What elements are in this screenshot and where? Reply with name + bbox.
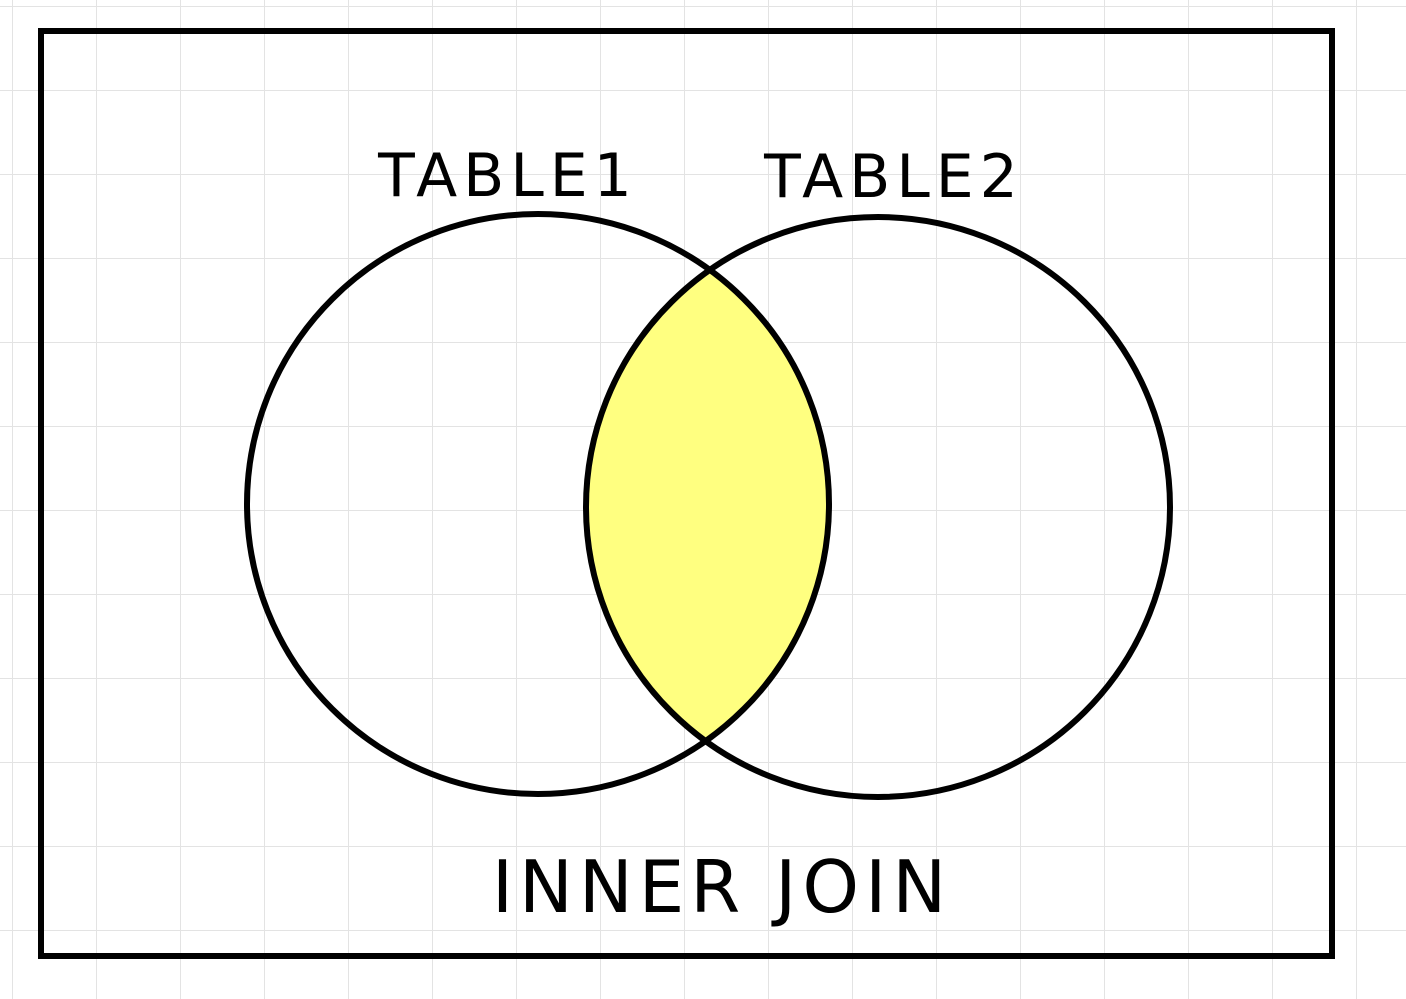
join-caption: INNER JOIN <box>492 845 952 929</box>
frame-border <box>38 28 1335 959</box>
right-set-label: TABLE2 <box>763 142 1024 212</box>
left-set-label: TABLE1 <box>377 141 638 211</box>
left-set-circle <box>244 211 832 797</box>
intersection-region <box>586 217 829 794</box>
right-set-circle <box>583 214 1173 800</box>
